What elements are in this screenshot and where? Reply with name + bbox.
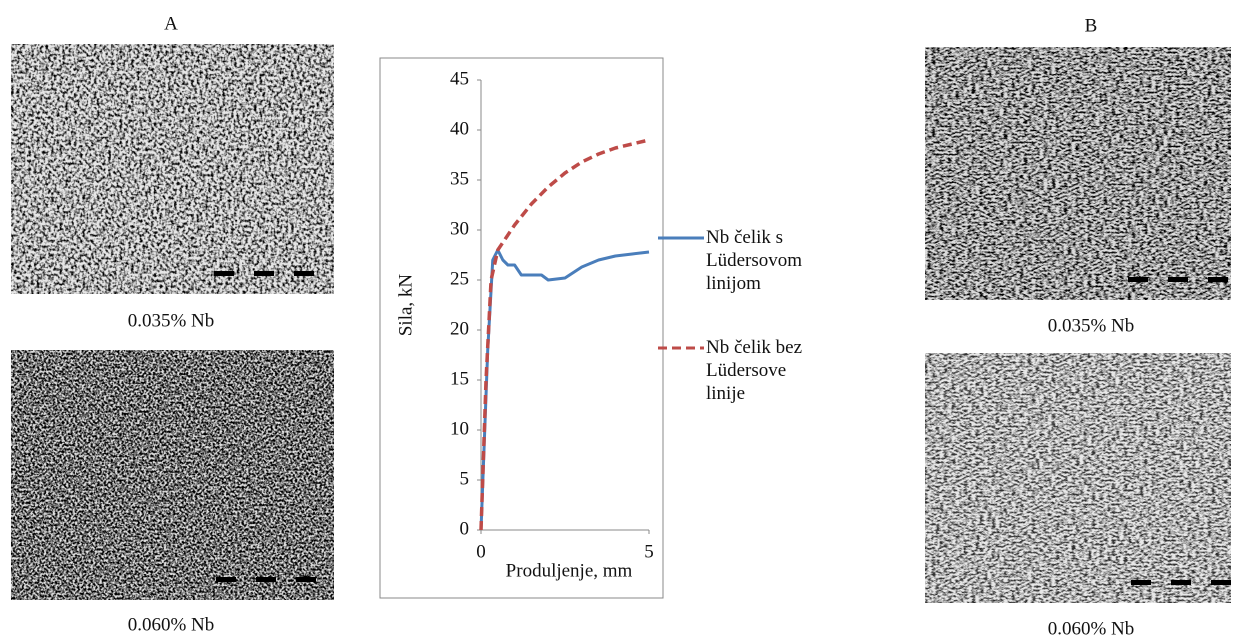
micrograph (925, 353, 1231, 603)
y-tick-label: 30 (450, 218, 469, 239)
caption: 0.035% Nb (128, 310, 215, 331)
y-tick-label: 35 (450, 168, 469, 189)
legend-entry: Nb čelik bez Lüdersove linije (706, 337, 803, 404)
y-tick-label: 15 (450, 368, 469, 389)
caption: 0.060% Nb (128, 614, 215, 635)
x-axis-label: Produljenje, mm (506, 560, 633, 581)
y-tick-label: 10 (450, 418, 469, 439)
chart-frame (379, 57, 664, 599)
panel-label: B (1085, 15, 1098, 36)
y-tick-label: 25 (450, 268, 469, 289)
y-tick-label: 45 (450, 68, 469, 89)
series-line (479, 138, 650, 531)
micrograph (925, 47, 1231, 300)
caption: 0.035% Nb (1048, 315, 1135, 336)
legend-label: Nb čelik bez Lüdersove linije (706, 337, 803, 404)
y-tick-label: 40 (450, 118, 469, 139)
legend-entry: Nb čelik s Lüdersovom linijom (706, 227, 803, 294)
micrograph (11, 350, 334, 600)
y-tick-label: 0 (460, 518, 470, 539)
legend-label: Nb čelik s Lüdersovom linijom (706, 227, 803, 294)
y-tick-label: 20 (450, 318, 469, 339)
panel-label: A (164, 13, 178, 34)
y-tick-label: 5 (460, 468, 470, 489)
caption: 0.060% Nb (1048, 618, 1135, 639)
y-axis-label: Sila, kN (395, 274, 416, 337)
micrograph (11, 44, 334, 294)
series-line (479, 248, 650, 531)
x-tick-label: 5 (644, 541, 654, 562)
x-tick-label: 0 (476, 541, 486, 562)
